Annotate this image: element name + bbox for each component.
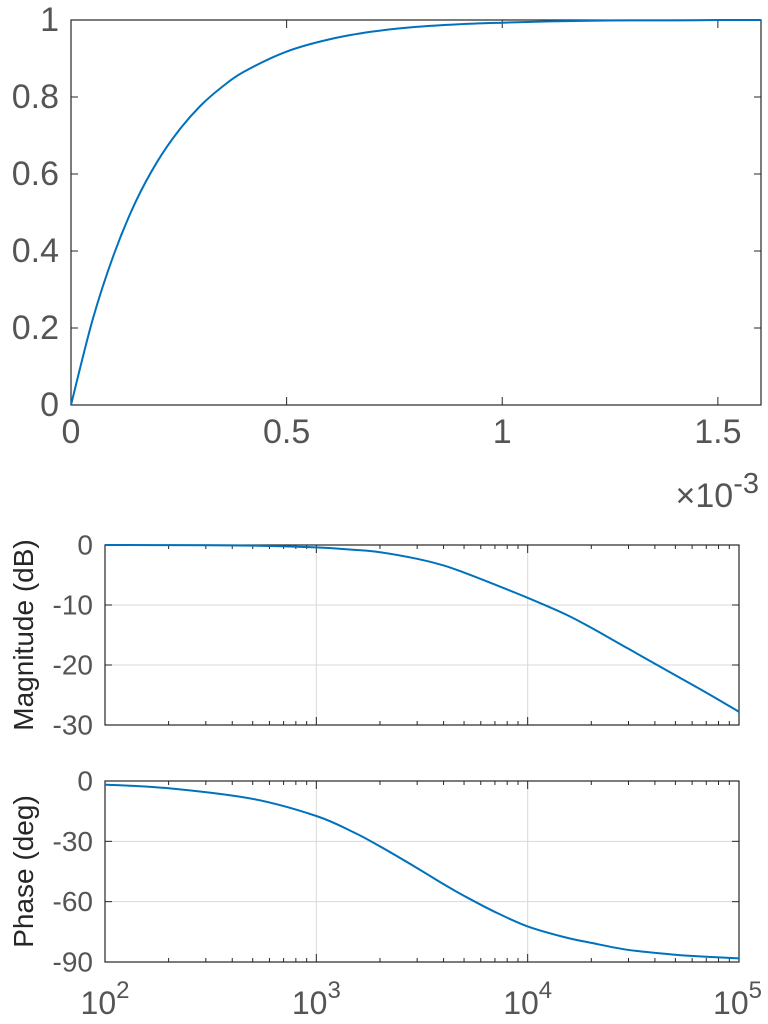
y-tick-label: 0.4 (12, 232, 59, 270)
bode-magnitude-panel: 0 -10 -20 -30 Magnitude (dB) (8, 530, 740, 741)
y-tick-label: -60 (53, 886, 93, 917)
y-tick-label: -30 (53, 826, 93, 857)
y-tick-label: 0.6 (12, 155, 59, 193)
x-tick-label: 102 (81, 977, 130, 1021)
y-tick-label: 1 (40, 1, 59, 39)
y-tick-label: -20 (53, 650, 93, 681)
axes-box (104, 544, 740, 726)
step-response-panel: 0 0.2 0.4 0.6 0.8 1 0 0.5 1 1.5 ×10-3 (12, 1, 762, 515)
series-line (70, 18, 762, 406)
series-line (104, 544, 740, 713)
series-line (104, 783, 740, 960)
y-tick-label: 0 (77, 530, 93, 561)
x-tick-label: 0 (62, 413, 81, 451)
y-tick-label: -30 (53, 710, 93, 741)
y-tick-label: 0 (40, 386, 59, 424)
x-tick-label: 1 (493, 413, 512, 451)
y-tick-label: 0.2 (12, 309, 59, 347)
x-tick-label: 105 (713, 977, 762, 1021)
y-axis-title: Magnitude (dB) (8, 539, 39, 730)
y-tick-label: -90 (53, 947, 93, 978)
x-tick-label: 103 (292, 977, 341, 1021)
x-tick-label: 0.5 (263, 413, 310, 451)
y-axis-title: Phase (deg) (8, 795, 39, 948)
y-tick-label: 0 (77, 766, 93, 797)
x-exponent-label: ×10-3 (676, 468, 759, 515)
x-tick-label: 104 (503, 977, 552, 1021)
y-tick-label: -10 (53, 590, 93, 621)
axes-box (104, 780, 740, 963)
y-tick-label: 0.8 (12, 78, 59, 116)
axes-box (70, 19, 762, 406)
x-tick-label: 1.5 (694, 413, 741, 451)
